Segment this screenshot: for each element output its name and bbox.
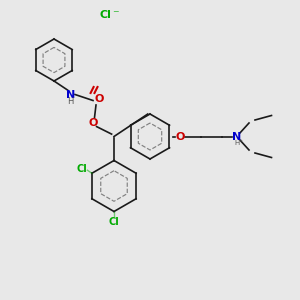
Text: N: N — [66, 89, 75, 100]
Text: Cl: Cl — [109, 217, 119, 227]
Text: Cl: Cl — [76, 164, 87, 174]
Text: O: O — [88, 118, 98, 128]
Text: ⁻: ⁻ — [112, 8, 119, 22]
Text: H: H — [67, 97, 73, 106]
Text: N: N — [232, 131, 242, 142]
Text: O: O — [175, 131, 185, 142]
Text: H⁺: H⁺ — [234, 140, 243, 146]
Text: Cl: Cl — [99, 10, 111, 20]
Text: O: O — [95, 94, 104, 104]
